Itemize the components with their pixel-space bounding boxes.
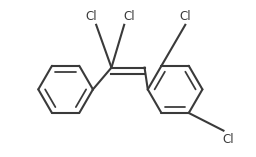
- Text: Cl: Cl: [123, 10, 135, 23]
- Text: Cl: Cl: [223, 133, 234, 146]
- Text: Cl: Cl: [85, 10, 97, 23]
- Text: Cl: Cl: [179, 10, 191, 23]
